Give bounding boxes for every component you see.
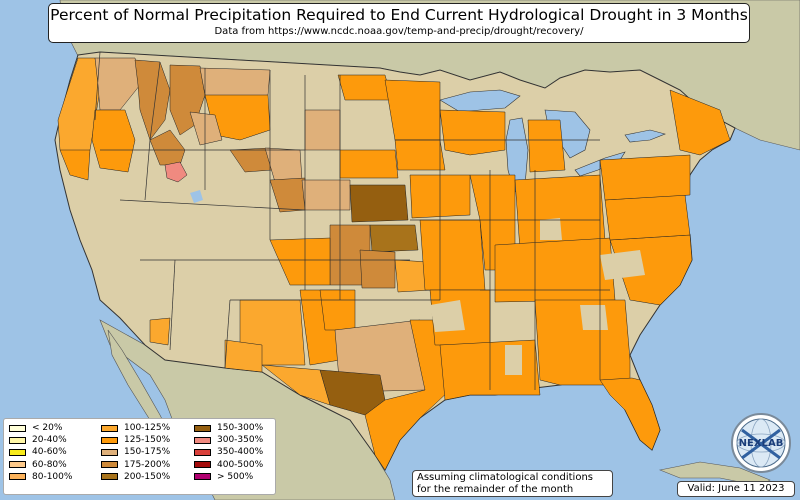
region-texas-panhandle [319, 289, 356, 331]
region-montana-se [189, 111, 223, 146]
region-minnesota-north [384, 79, 441, 141]
region-texas-west [261, 364, 331, 406]
legend-label: 20-40% [32, 435, 67, 446]
great-salt-lake [190, 190, 203, 203]
region-south-dakota-east [339, 149, 399, 179]
region-new-england [669, 89, 731, 156]
patch-georgia [580, 305, 608, 330]
legend-item: > 500% [194, 471, 263, 483]
region-arizona-south [149, 317, 171, 346]
legend-item: 60-80% [9, 459, 72, 471]
nexlab-logo: NEXLAB [730, 412, 792, 474]
normal-patches [430, 218, 645, 375]
legend-label: 150-300% [217, 423, 264, 434]
legend-item: 100-125% [101, 422, 170, 434]
region-idaho-pink [164, 161, 188, 183]
region-wisconsin [439, 109, 506, 156]
legend-item: 175-200% [101, 459, 170, 471]
legend-swatch [101, 436, 118, 444]
legend-label: 100-125% [124, 423, 171, 434]
legend-swatch [101, 473, 118, 481]
region-minnesota-south [394, 139, 446, 171]
legend-label: 150-175% [124, 447, 171, 458]
legend-swatch [101, 461, 118, 469]
region-new-mexico-sw [224, 339, 263, 373]
legend-swatch [194, 436, 211, 444]
logo-text: NEXLAB [739, 438, 784, 449]
assumption-line-2: for the remainder of the month [417, 484, 574, 495]
region-florida [599, 377, 661, 451]
legend-item: < 20% [9, 422, 72, 434]
legend-swatch [9, 473, 26, 481]
legend-label: 400-500% [217, 459, 264, 470]
map-subtitle: Data from https://www.ncdc.noaa.gov/temp… [214, 26, 584, 37]
legend-item: 150-175% [101, 446, 170, 458]
region-california-north [59, 149, 91, 181]
legend-item: 80-100% [9, 471, 72, 483]
legend-item: 125-150% [101, 434, 170, 446]
region-oregon-central [91, 109, 136, 173]
title-box: Percent of Normal Precipitation Required… [48, 3, 750, 43]
patch-ozarks [430, 300, 465, 332]
legend-label: 80-100% [32, 471, 73, 482]
legend-label: 350-400% [217, 447, 264, 458]
legend: < 20% 20-40% 40-60% 60-80% 80-100% 100-1… [3, 418, 276, 495]
patch-ohio [540, 218, 562, 240]
region-idaho-central [149, 129, 186, 166]
region-oklahoma-west [359, 249, 396, 289]
state-borders [94, 51, 610, 390]
legend-label: 200-150% [124, 471, 171, 482]
assumption-line-1: Assuming climatological conditions [417, 472, 593, 483]
region-virginia [604, 194, 691, 241]
region-colorado-east [269, 237, 331, 286]
region-nebraska-west [301, 179, 351, 211]
legend-swatch [194, 424, 211, 432]
globe-logo-icon: NEXLAB [731, 413, 791, 473]
region-kentucky-tennessee [494, 237, 616, 303]
legend-item: 400-500% [194, 459, 263, 471]
legend-item: 150-300% [194, 422, 263, 434]
legend-column-1: < 20% 20-40% 40-60% 60-80% 80-100% [9, 422, 72, 483]
legend-swatch [101, 448, 118, 456]
map-title: Percent of Normal Precipitation Required… [50, 6, 748, 24]
legend-column-2: 100-125% 125-150% 150-175% 175-200% 200-… [101, 422, 170, 483]
legend-swatch [194, 461, 211, 469]
region-idaho-west [134, 59, 171, 141]
legend-swatch [194, 448, 211, 456]
legend-swatch [9, 436, 26, 444]
legend-swatch [101, 424, 118, 432]
legend-swatch [9, 448, 26, 456]
legend-label: 40-60% [32, 447, 67, 458]
legend-label: 300-350% [217, 435, 264, 446]
patch-appalachian [600, 250, 645, 280]
legend-item: 350-400% [194, 446, 263, 458]
legend-item: 40-60% [9, 446, 72, 458]
region-missouri [419, 219, 486, 291]
legend-swatch [194, 473, 211, 481]
region-michigan [527, 119, 566, 173]
region-north-dakota [337, 74, 393, 101]
legend-item: 20-40% [9, 434, 72, 446]
legend-swatch [9, 461, 26, 469]
region-nebraska-east [349, 184, 409, 223]
legend-item: 300-350% [194, 434, 263, 446]
patch-mississippi [505, 345, 522, 375]
lake-ontario [624, 129, 666, 143]
legend-label: 125-150% [124, 435, 171, 446]
region-kansas-east [369, 224, 419, 253]
legend-column-3: 150-300% 300-350% 350-400% 400-500% > 50… [194, 422, 263, 483]
legend-label: < 20% [32, 423, 63, 434]
legend-label: 175-200% [124, 459, 171, 470]
region-south-dakota-west [304, 109, 341, 151]
assumption-note: Assuming climatological conditions for t… [412, 470, 613, 497]
legend-item: 200-150% [101, 471, 170, 483]
legend-label: > 500% [217, 471, 254, 482]
valid-date: Valid: June 11 2023 [677, 481, 795, 497]
region-pennsylvania-ny [599, 154, 691, 201]
legend-swatch [9, 424, 26, 432]
legend-label: 60-80% [32, 459, 67, 470]
